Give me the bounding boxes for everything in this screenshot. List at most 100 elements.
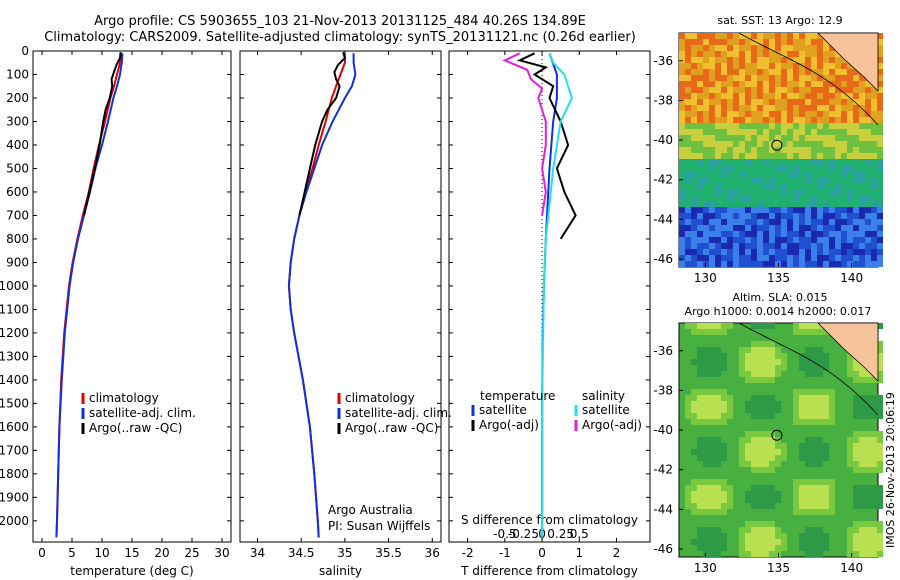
sla_map-cell — [763, 353, 769, 359]
sla_map-cell — [805, 353, 811, 359]
sst_map-cell — [877, 93, 883, 99]
sst_map-cell — [685, 231, 691, 237]
sla_map-cell — [793, 413, 799, 419]
sla_map-cell — [751, 437, 757, 443]
sst_map-cell — [745, 225, 751, 231]
sst_map-cell — [757, 93, 763, 99]
sla_map-cell — [751, 347, 757, 353]
sla_map-cell — [757, 401, 763, 407]
sst_map-cell — [715, 201, 721, 207]
sst_map-cell — [781, 237, 787, 243]
sst_map-ytick-label: -42 — [653, 173, 673, 187]
sst_map-cell — [751, 243, 757, 249]
title-line-1: Argo profile: CS 5903655_103 21-Nov-2013… — [94, 14, 586, 29]
sst_map-cell — [853, 153, 859, 159]
sst_map-cell — [835, 153, 841, 159]
sst_map-cell — [769, 231, 775, 237]
sla_map-cell — [877, 503, 883, 509]
sst_map-cell — [685, 33, 691, 39]
sla_map-cell — [829, 389, 835, 395]
sst_map-cell — [835, 99, 841, 105]
sla_map-cell — [865, 413, 871, 419]
sla_map-cell — [709, 359, 715, 365]
sst_map-cell — [709, 93, 715, 99]
temperature-xtick-label: 15 — [124, 546, 139, 560]
sla_map-cell — [871, 443, 877, 449]
sst_map-cell — [805, 201, 811, 207]
sst_map-cell — [865, 237, 871, 243]
sla_map-cell — [865, 491, 871, 497]
sla_map-cell — [751, 485, 757, 491]
sla_map-cell — [805, 371, 811, 377]
sst_map-cell — [853, 141, 859, 147]
sst_map-cell — [769, 213, 775, 219]
sst_map-cell — [841, 141, 847, 147]
sla_map-cell — [703, 551, 709, 557]
sst_map-cell — [685, 201, 691, 207]
sla_map-cell — [829, 419, 835, 425]
sst_map-cell — [877, 201, 883, 207]
sst_map-cell — [679, 75, 685, 81]
sst_map-cell — [679, 33, 685, 39]
sst_map-cell — [739, 183, 745, 189]
sst_map-cell — [835, 141, 841, 147]
sst_map-cell — [829, 141, 835, 147]
sla_map-cell — [775, 491, 781, 497]
sst_map-cell — [853, 177, 859, 183]
sst_map-cell — [679, 141, 685, 147]
sla_map-cell — [799, 503, 805, 509]
sst_map-cell — [709, 213, 715, 219]
sst_map-cell — [787, 183, 793, 189]
sst_map-cell — [703, 231, 709, 237]
sst_map-cell — [871, 93, 877, 99]
sst_map-cell — [733, 237, 739, 243]
temperature-xtick-label: 20 — [154, 546, 169, 560]
sst_map-cell — [847, 171, 853, 177]
sst_map-cell — [829, 135, 835, 141]
sst_map-cell — [775, 153, 781, 159]
sla_map-cell — [709, 545, 715, 551]
sst_map-cell — [745, 171, 751, 177]
sst_map-cell — [823, 189, 829, 195]
sst_map-cell — [811, 33, 817, 39]
sst_map-cell — [709, 123, 715, 129]
sst_map-cell — [709, 249, 715, 255]
sst_map-cell — [853, 219, 859, 225]
sst_map-cell — [877, 69, 883, 75]
sla_map-cell — [745, 455, 751, 461]
depth-tick-label: 1800 — [0, 467, 29, 481]
depth-tick-label: 1400 — [0, 373, 29, 387]
sst_map-cell — [781, 39, 787, 45]
sla_map-cell — [799, 323, 805, 329]
sst_map-cell — [835, 219, 841, 225]
sst_map-cell — [721, 213, 727, 219]
sst_map-cell — [781, 105, 787, 111]
sst_map-cell — [835, 195, 841, 201]
sla_map-cell — [757, 485, 763, 491]
sst_map-cell — [739, 39, 745, 45]
sla_map-cell — [769, 527, 775, 533]
sst_map-cell — [691, 135, 697, 141]
sst_map-cell — [769, 147, 775, 153]
sst_map-cell — [727, 183, 733, 189]
sst_map-cell — [853, 81, 859, 87]
sst_map-cell — [877, 63, 883, 69]
sla_map-cell — [823, 545, 829, 551]
sla_map-cell — [823, 539, 829, 545]
sst_map-cell — [697, 177, 703, 183]
sst_map-cell — [775, 243, 781, 249]
sst_map-cell — [817, 243, 823, 249]
sla_map-cell — [817, 443, 823, 449]
sst_map-cell — [739, 123, 745, 129]
sst_map-cell — [685, 213, 691, 219]
sst_map-cell — [745, 207, 751, 213]
sst_map-cell — [805, 189, 811, 195]
sla_map-ytick-label: -38 — [653, 383, 673, 397]
sst_map-cell — [685, 159, 691, 165]
sst_map-cell — [835, 129, 841, 135]
sst_map-cell — [763, 261, 769, 267]
sst_map-cell — [685, 81, 691, 87]
sst_map-cell — [769, 105, 775, 111]
sst_map-cell — [823, 93, 829, 99]
sst_map-cell — [745, 159, 751, 165]
